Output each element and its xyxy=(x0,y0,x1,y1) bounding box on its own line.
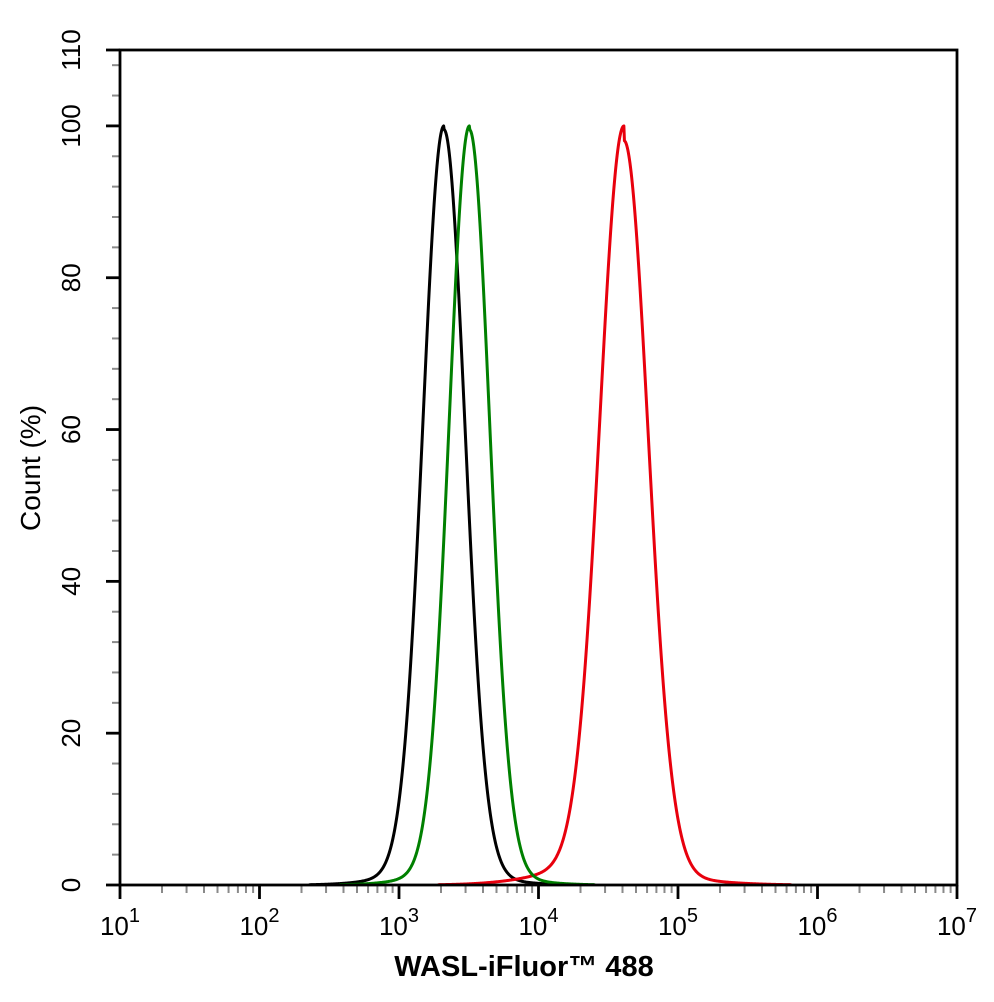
x-tick-label: 102 xyxy=(239,905,279,941)
axis-tick-labels: 101 102 103 104 105 106 107 0 20 40 60 80 100 110 xyxy=(56,29,977,941)
y-tick-label: 60 xyxy=(56,415,86,444)
red-curve xyxy=(437,124,793,885)
x-tick-label: 105 xyxy=(658,905,698,941)
plot-border xyxy=(118,48,959,887)
axis-ticks xyxy=(106,48,959,899)
green-curve xyxy=(338,124,596,885)
x-tick-label: 101 xyxy=(100,905,140,941)
x-tick-label: 103 xyxy=(379,905,419,941)
y-tick-label: 40 xyxy=(56,567,86,596)
y-tick-label: 0 xyxy=(56,878,86,892)
y-tick-label: 110 xyxy=(56,29,86,70)
y-tick-label: 20 xyxy=(56,719,86,748)
y-tick-label: 80 xyxy=(56,263,86,292)
black-curve xyxy=(308,124,575,885)
x-tick-label: 104 xyxy=(518,905,558,941)
y-tick-label: 100 xyxy=(56,104,86,147)
y-axis-title: Count (%) xyxy=(15,405,46,531)
histogram-curves xyxy=(308,124,793,885)
x-axis-title: WASL-iFluor™ 488 xyxy=(394,951,653,983)
x-tick-label: 107 xyxy=(937,905,977,941)
x-tick-label: 106 xyxy=(797,905,837,941)
